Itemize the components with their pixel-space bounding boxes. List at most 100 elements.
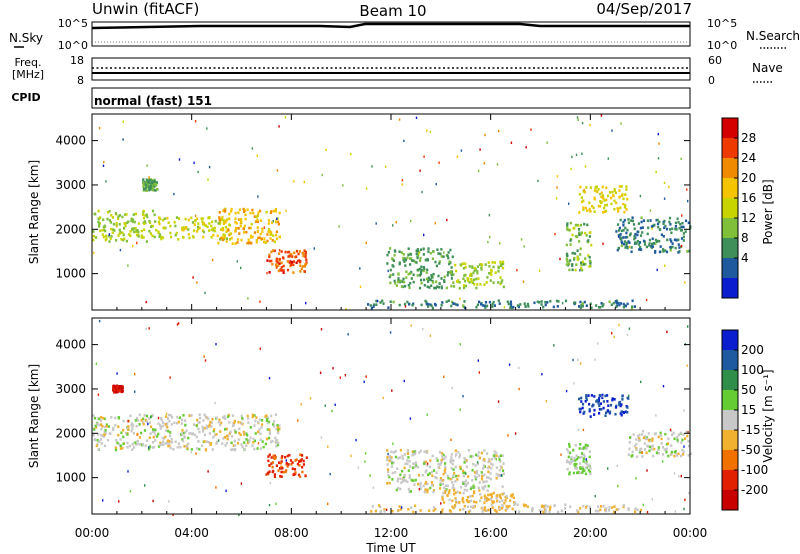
range-time-cell	[582, 260, 585, 264]
range-time-cell	[399, 279, 402, 283]
range-time-cell	[463, 300, 466, 303]
range-time-cell	[197, 222, 200, 225]
range-time-cell	[264, 241, 267, 245]
range-time-cell	[289, 459, 293, 462]
range-time-cell	[685, 430, 688, 434]
range-time-cell	[99, 229, 102, 233]
range-time-cell	[291, 255, 294, 258]
range-time-cell	[163, 226, 166, 230]
range-time-cell	[295, 249, 299, 253]
range-time-cell	[175, 231, 178, 235]
range-time-cell	[641, 226, 644, 229]
range-time-cell	[432, 272, 435, 276]
range-time-cell	[167, 221, 170, 224]
scatter-cell	[607, 157, 609, 160]
range-time-cell	[670, 231, 673, 235]
range-time-cell	[631, 299, 634, 303]
range-time-cell	[473, 505, 476, 508]
range-time-cell	[148, 421, 151, 424]
range-time-cell	[274, 263, 278, 267]
range-time-cell	[491, 302, 494, 306]
range-time-cell	[126, 446, 129, 449]
range-time-cell	[116, 441, 119, 445]
range-time-cell	[475, 305, 478, 309]
range-time-cell	[255, 220, 258, 223]
scatter-cell	[530, 128, 532, 131]
range-time-cell	[277, 220, 280, 224]
range-time-cell	[177, 442, 180, 446]
range-time-cell	[509, 300, 512, 304]
range-time-cell	[463, 458, 467, 461]
range-time-cell	[508, 504, 511, 508]
scatter-cell	[176, 323, 179, 326]
range-time-cell	[302, 251, 305, 255]
range-time-cell	[598, 412, 601, 415]
range-time-cell	[435, 457, 438, 460]
range-time-cell	[165, 415, 168, 418]
range-time-cell	[239, 433, 242, 437]
sky-noise-trace	[91, 22, 690, 30]
range-time-cell	[412, 510, 415, 514]
range-time-cell	[438, 282, 441, 285]
range-time-cell	[531, 507, 534, 510]
range-time-cell	[482, 467, 485, 470]
range-time-cell	[275, 257, 278, 261]
range-time-cell	[416, 248, 419, 251]
scatter-cell	[655, 414, 657, 417]
range-time-cell	[599, 508, 602, 512]
range-time-cell	[145, 420, 149, 423]
scatter-cell	[365, 375, 367, 378]
range-time-cell	[388, 481, 391, 485]
range-time-cell	[663, 448, 666, 451]
range-time-cell	[130, 424, 133, 427]
range-time-cell	[490, 495, 494, 499]
range-time-cell	[222, 416, 225, 419]
range-time-cell	[570, 457, 573, 461]
range-time-cell	[466, 500, 469, 504]
range-time-cell	[298, 260, 302, 264]
range-time-cell	[584, 231, 587, 235]
range-time-cell	[626, 302, 629, 306]
range-time-cell	[426, 482, 429, 486]
range-time-cell	[249, 436, 252, 440]
scatter-cell	[422, 328, 424, 331]
range-time-cell	[151, 234, 154, 238]
range-time-cell	[428, 286, 431, 289]
scatter-cell	[429, 130, 432, 134]
range-time-cell	[389, 273, 392, 277]
scatter-cell	[541, 373, 543, 376]
scatter-cell	[122, 138, 124, 141]
scatter-cell	[338, 225, 340, 228]
range-time-cell	[188, 414, 191, 417]
scatter-cell	[392, 224, 394, 227]
range-time-cell	[662, 222, 665, 226]
range-time-cell	[208, 222, 211, 225]
range-time-cell	[266, 471, 269, 475]
range-time-cell	[301, 465, 304, 469]
scatter-cell	[108, 233, 111, 236]
range-time-cell	[416, 256, 419, 260]
scatter-cell	[285, 459, 287, 462]
scatter-cell	[257, 442, 260, 445]
range-time-cell	[458, 281, 461, 284]
range-time-cell	[419, 259, 422, 262]
cpid-label: CPID	[11, 91, 40, 104]
range-time-cell	[519, 303, 522, 306]
range-time-cell	[98, 440, 101, 443]
range-time-cell	[622, 505, 625, 509]
range-time-cell	[137, 419, 140, 422]
range-time-cell	[271, 465, 274, 469]
range-time-cell	[580, 467, 583, 470]
range-time-cell	[483, 459, 486, 463]
range-time-cell	[180, 422, 183, 425]
range-time-cell	[219, 430, 222, 433]
range-time-cell	[581, 302, 584, 305]
range-time-cell	[152, 428, 155, 431]
range-time-cell	[421, 473, 424, 477]
range-time-cell	[423, 490, 426, 494]
range-time-cell	[659, 431, 662, 435]
scatter-cell	[583, 188, 585, 192]
range-time-cell	[278, 257, 281, 261]
range-time-cell	[402, 258, 405, 262]
range-time-cell	[159, 417, 163, 420]
